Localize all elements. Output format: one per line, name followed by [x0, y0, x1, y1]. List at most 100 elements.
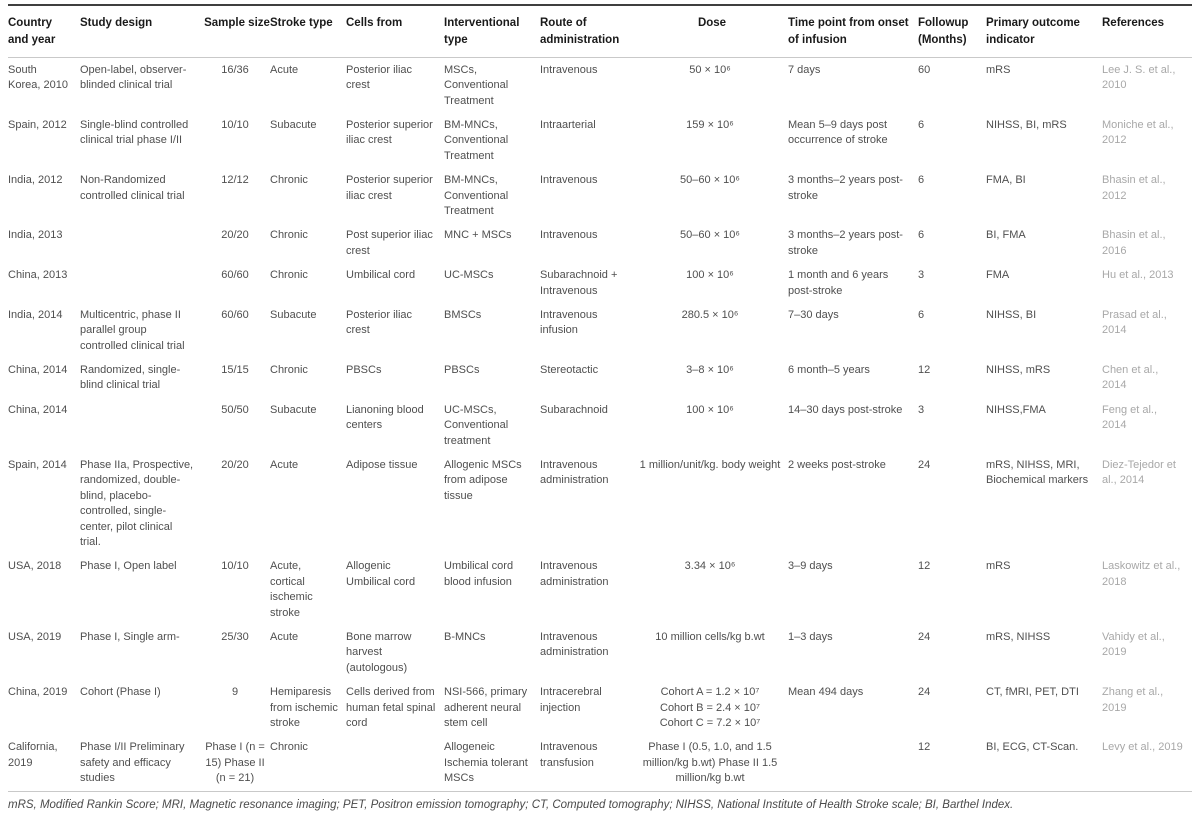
- table-cell-time-point-from-onset-of-infusion: [788, 736, 918, 792]
- table-cell-sample-size: 25/30: [221, 630, 249, 643]
- table-cell-cells-from: Adipose tissue: [346, 459, 418, 472]
- table-cell-interventional-type: NSI-566, primary adherent neural stem ce…: [444, 686, 528, 729]
- table-cell-stroke-type: Acute: [270, 630, 299, 643]
- table-cell-cells-from: Posterior superior iliac crest: [346, 119, 433, 147]
- table-cell-references: Moniche et al., 2012: [1102, 119, 1174, 147]
- table-cell-study-design: Phase I, Open label: [80, 560, 177, 573]
- table-cell-stroke-type: Chronic: [270, 174, 308, 187]
- table-cell-time-point-from-onset-of-infusion: 3–9 days: [788, 560, 833, 573]
- table-cell-cells-from: PBSCs: [346, 364, 382, 377]
- table-cell-route-of-administration: Intravenous: [540, 63, 598, 76]
- table-cell-stroke-type: Acute: [270, 459, 299, 472]
- table-cell-primary-outcome-indicator: mRS: [986, 63, 1011, 76]
- column-header-interventional-type: Interventional type: [444, 5, 540, 59]
- table-row: India, 2013 20/20 Chronic Post superior ili…: [8, 224, 1192, 264]
- table-cell-route-of-administration: Intraarterial: [540, 119, 596, 132]
- table-cell-dose: 50–60 × 10⁶: [680, 174, 740, 187]
- table-cell-study-design: [80, 264, 204, 304]
- table-cell-country-and-year: USA, 2019: [8, 630, 62, 643]
- table-cell-sample-size: 60/60: [221, 269, 249, 282]
- table-cell-stroke-type: Acute: [270, 63, 299, 76]
- table-row: China, 2014 50/50 Subacute Lianoning blood …: [8, 398, 1192, 453]
- table-cell-followup-months: 3: [918, 403, 925, 416]
- table-cell-time-point-from-onset-of-infusion: 1 month and 6 years post-stroke: [788, 269, 889, 297]
- table-cell-dose: 1 million/unit/kg. body weight: [639, 459, 781, 472]
- table-cell-primary-outcome-indicator: CT, fMRI, PET, DTI: [986, 686, 1079, 699]
- table-cell-route-of-administration: Intravenous infusion: [540, 308, 598, 337]
- table-cell-cells-from: Umbilical cord: [346, 269, 416, 282]
- table-cell-references: Chen et al., 2014: [1102, 364, 1159, 392]
- table-cell-dose: Phase I (0.5, 1.0, and 1.5 million/kg b.…: [642, 741, 778, 785]
- column-header-dose: Dose: [636, 5, 788, 59]
- table-cell-stroke-type: Acute, cortical ischemic stroke: [270, 560, 313, 619]
- table-cell-cells-from: Cells derived from human fetal spinal co…: [346, 686, 436, 729]
- table-cell-cells-from: Bone marrow harvest (autologous): [346, 630, 412, 674]
- table-cell-followup-months: 6: [918, 119, 925, 132]
- column-header-sample-size: Sample size: [204, 5, 270, 59]
- table-cell-sample-size: 20/20: [221, 229, 249, 242]
- table-cell-study-design: Open-label, observer-blinded clinical tr…: [80, 63, 187, 92]
- table-cell-route-of-administration: Stereotactic: [540, 364, 599, 377]
- table-cell-references: Laskowitz et al., 2018: [1102, 560, 1181, 588]
- table-cell-country-and-year: China, 2019: [8, 686, 68, 699]
- table-row: Spain, 2012 Single-blind controlled clini…: [8, 114, 1192, 169]
- table-cell-sample-size: 15/15: [221, 364, 249, 377]
- table-cell-cells-from: Allogenic Umbilical cord: [346, 560, 416, 588]
- table-cell-country-and-year: China, 2014: [8, 364, 68, 377]
- table-cell-country-and-year: USA, 2018: [8, 560, 62, 573]
- table-cell-primary-outcome-indicator: NIHSS, BI, mRS: [986, 119, 1067, 132]
- table-cell-dose: 280.5 × 10⁶: [681, 308, 739, 321]
- table-cell-sample-size: 16/36: [221, 63, 249, 76]
- table-cell-country-and-year: India, 2013: [8, 229, 63, 242]
- table-cell-interventional-type: BM-MNCs, Conventional Treatment: [444, 119, 509, 162]
- table-cell-primary-outcome-indicator: NIHSS, BI: [986, 308, 1037, 321]
- table-cell-cells-from: Posterior iliac crest: [346, 63, 413, 92]
- table-cell-references: Feng et al., 2014: [1102, 403, 1158, 432]
- table-cell-primary-outcome-indicator: mRS: [986, 560, 1011, 573]
- clinical-trials-table: Country and year Study design Sample size S…: [8, 4, 1192, 792]
- table-cell-stroke-type: Subacute: [270, 403, 317, 416]
- table-cell-time-point-from-onset-of-infusion: Mean 494 days: [788, 686, 864, 699]
- table-cell-dose: 50–60 × 10⁶: [680, 229, 740, 242]
- table-cell-country-and-year: China, 2013: [8, 269, 68, 282]
- column-header-stroke-type: Stroke type: [270, 5, 346, 59]
- table-cell-followup-months: 24: [918, 630, 931, 643]
- table-row: South Korea, 2010 Open-label, observer-bl…: [8, 58, 1192, 114]
- table-cell-references: Bhasin et al., 2016: [1102, 229, 1166, 257]
- table-cell-cells-from: [346, 736, 444, 792]
- column-header-cells-from: Cells from: [346, 5, 444, 59]
- table-cell-dose: 50 × 10⁶: [689, 63, 731, 76]
- table-row: Spain, 2014 Phase IIa, Prospective, rando…: [8, 454, 1192, 555]
- table-cell-stroke-type: Chronic: [270, 364, 308, 377]
- table-row: USA, 2018 Phase I, Open label 10/10 Acute, …: [8, 555, 1192, 626]
- table-cell-sample-size: Phase I (n = 15) Phase II (n = 21): [205, 741, 265, 785]
- table-row: California, 2019 Phase I/II Preliminary s…: [8, 736, 1192, 792]
- table-cell-interventional-type: UC-MSCs, Conventional treatment: [444, 403, 509, 447]
- table-cell-study-design: Multicentric, phase II parallel group co…: [80, 308, 185, 352]
- table-cell-references: Lee J. S. et al., 2010: [1102, 63, 1176, 92]
- table-cell-primary-outcome-indicator: NIHSS,FMA: [986, 403, 1046, 416]
- table-cell-route-of-administration: Intravenous administration: [540, 459, 609, 487]
- table-cell-references: Diez-Tejedor et al., 2014: [1102, 459, 1176, 487]
- table-cell-followup-months: 24: [918, 459, 931, 472]
- table-cell-route-of-administration: Intravenous administration: [540, 560, 609, 588]
- table-cell-primary-outcome-indicator: NIHSS, mRS: [986, 364, 1051, 377]
- table-cell-followup-months: 6: [918, 174, 925, 187]
- table-cell-interventional-type: MNC + MSCs: [444, 229, 512, 242]
- table-cell-dose: 100 × 10⁶: [686, 403, 734, 416]
- table-cell-sample-size: 10/10: [221, 119, 249, 132]
- table-cell-route-of-administration: Intravenous: [540, 174, 598, 187]
- table-row: China, 2014 Randomized, single-blind clin…: [8, 359, 1192, 399]
- table-cell-study-design: Phase IIa, Prospective, randomized, doub…: [80, 459, 194, 548]
- table-footnote: mRS, Modified Rankin Score; MRI, Magneti…: [8, 798, 1014, 811]
- table-cell-followup-months: 24: [918, 686, 931, 699]
- table-cell-stroke-type: Chronic: [270, 269, 308, 282]
- table-cell-followup-months: 60: [918, 63, 931, 76]
- table-cell-route-of-administration: Intravenous: [540, 229, 598, 242]
- table-cell-study-design: Single-blind controlled clinical trial p…: [80, 119, 189, 147]
- header-row: Country and year Study design Sample size S…: [8, 5, 1192, 59]
- table-cell-country-and-year: India, 2014: [8, 308, 63, 321]
- table-cell-time-point-from-onset-of-infusion: 7 days: [788, 63, 821, 76]
- table-cell-sample-size: 12/12: [221, 174, 249, 187]
- table-cell-study-design: Cohort (Phase I): [80, 686, 161, 699]
